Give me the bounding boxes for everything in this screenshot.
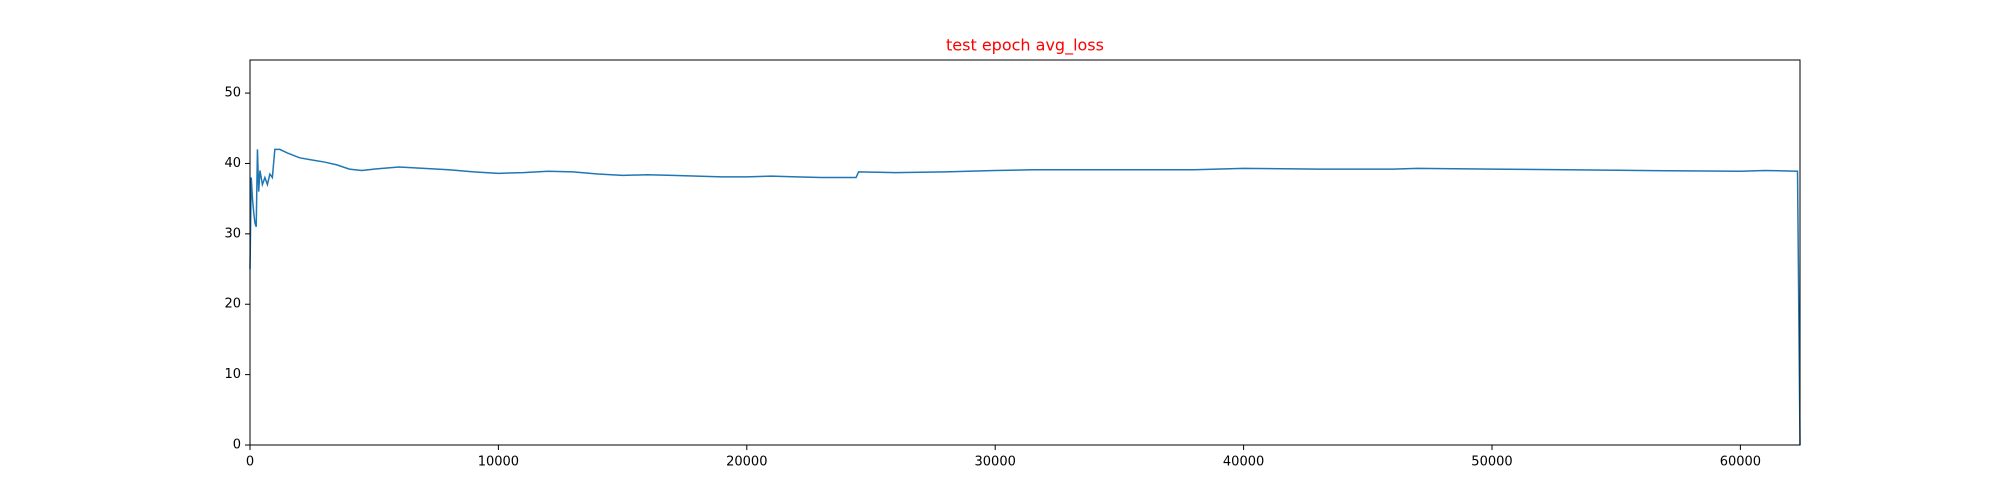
x-tick-label: 60000 [1720,455,1761,470]
y-tick-label: 50 [224,86,241,101]
x-tick-label: 50000 [1471,455,1512,470]
data-line [249,148,1801,446]
y-tick-label: 30 [224,226,241,241]
x-tick-label: 10000 [478,455,519,470]
y-tick-label: 10 [224,367,241,382]
plot-frame [249,59,1801,446]
x-tick-label: 40000 [1223,455,1264,470]
y-tick-label: 0 [233,438,241,453]
y-tick-label: 20 [224,297,241,312]
x-tick-label: 0 [246,455,254,470]
x-tick-label: 30000 [975,455,1016,470]
y-tick-label: 40 [224,156,241,171]
x-tick-label: 20000 [726,455,767,470]
chart-title: test epoch avg_loss [946,36,1104,56]
